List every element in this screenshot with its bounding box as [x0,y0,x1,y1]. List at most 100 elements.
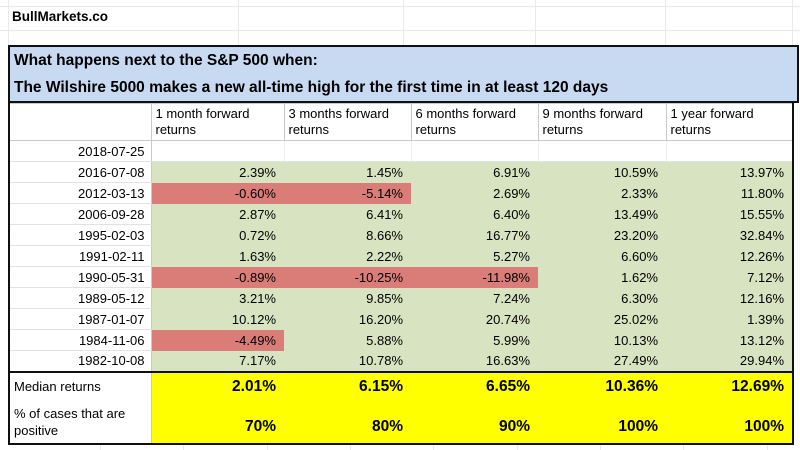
return-cell[interactable]: 2.39% [151,161,284,183]
return-cell[interactable]: 5.88% [284,329,411,351]
gridline [100,445,101,450]
return-cell[interactable]: 9.85% [284,287,411,309]
return-cell[interactable]: 6.30% [538,287,666,309]
return-cell[interactable]: 1.39% [666,308,793,330]
table-row: 1991-02-11 1.63% 2.22% 5.27% 6.60% 12.26% [9,245,793,267]
return-cell[interactable]: 0.72% [151,224,284,246]
return-cell[interactable]: 11.80% [666,182,793,204]
date-cell[interactable]: 2016-07-08 [9,161,152,183]
return-cell[interactable]: 10.78% [284,350,411,372]
return-cell[interactable]: 32.84% [666,224,793,246]
date-cell[interactable]: 1989-05-12 [9,287,152,309]
date-cell[interactable]: 2018-07-25 [9,140,152,162]
empty-cell[interactable] [284,140,412,162]
return-cell[interactable]: 2.33% [538,182,666,204]
summary-value-cell[interactable]: 70% [151,400,284,444]
return-cell[interactable]: 6.40% [411,203,538,225]
column-header[interactable]: 9 months forward returns [537,103,667,141]
return-cell[interactable]: -4.49% [151,329,284,351]
return-cell[interactable]: 16.63% [411,350,538,372]
brand-title: BullMarkets.co [12,9,109,24]
date-cell[interactable]: 2006-09-28 [9,203,152,225]
summary-value-cell[interactable]: 6.65% [411,370,538,401]
summary-value-cell[interactable]: 10.36% [538,370,666,401]
gridline [8,0,9,45]
empty-cell[interactable] [151,140,285,162]
return-cell[interactable]: 16.77% [411,224,538,246]
column-header[interactable]: 1 month forward returns [150,103,285,141]
table-row: 1989-05-12 3.21% 9.85% 7.24% 6.30% 12.16% [9,287,793,309]
empty-cell[interactable] [538,140,667,162]
return-cell[interactable]: 5.99% [411,329,538,351]
return-cell[interactable]: 7.17% [151,350,284,372]
gridline [665,0,666,45]
table-row: 1995-02-03 0.72% 8.66% 16.77% 23.20% 32.84% [9,224,793,246]
column-header[interactable]: 1 year forward returns [665,103,794,141]
return-cell[interactable]: -0.89% [151,266,284,288]
gridline [535,0,536,45]
table-row: 2012-03-13 -0.60% -5.14% 2.69% 2.33% 11.80% [9,182,793,204]
summary-value-cell[interactable]: 80% [284,400,411,444]
return-cell[interactable]: 3.21% [151,287,284,309]
return-cell[interactable]: 6.60% [538,245,666,267]
column-header[interactable]: 6 months forward returns [410,103,539,141]
summary-value-cell[interactable]: 6.15% [284,370,411,401]
date-cell[interactable]: 1982-10-08 [9,350,152,372]
return-cell[interactable]: 29.94% [666,350,793,372]
return-cell[interactable]: 15.55% [666,203,793,225]
return-cell[interactable]: 12.26% [666,245,793,267]
return-cell[interactable]: 10.59% [538,161,666,183]
return-cell[interactable]: -10.25% [284,266,411,288]
return-cell[interactable]: 6.91% [411,161,538,183]
summary-value-cell[interactable]: 12.69% [666,370,793,401]
date-cell[interactable]: 1990-05-31 [9,266,152,288]
gridline [403,0,404,45]
empty-cell[interactable] [666,140,794,162]
table-row: 1982-10-08 7.17% 10.78% 16.63% 27.49% 29.94% [9,350,793,372]
return-cell[interactable]: 10.12% [151,308,284,330]
date-cell[interactable]: 1995-02-03 [9,224,152,246]
return-cell[interactable]: 12.16% [666,287,793,309]
return-cell[interactable]: 1.45% [284,161,411,183]
return-cell[interactable]: 13.12% [666,329,793,351]
date-cell[interactable]: 1984-11-06 [9,329,152,351]
return-cell[interactable]: 1.62% [538,266,666,288]
summary-value-cell[interactable]: 100% [666,400,793,444]
return-cell[interactable]: 25.02% [538,308,666,330]
return-cell[interactable]: -0.60% [151,182,284,204]
corner-cell[interactable] [8,103,152,141]
date-cell[interactable]: 1987-01-07 [9,308,152,330]
date-cell[interactable]: 1991-02-11 [9,245,152,267]
return-cell[interactable]: 2.87% [151,203,284,225]
return-cell[interactable]: 5.27% [411,245,538,267]
return-cell[interactable]: 16.20% [284,308,411,330]
title-line-2: The Wilshire 5000 makes a new all-time h… [14,79,609,96]
return-cell[interactable]: -5.14% [284,182,411,204]
return-cell[interactable]: 2.22% [284,245,411,267]
return-cell[interactable]: 10.13% [538,329,666,351]
return-cell[interactable]: 7.24% [411,287,538,309]
return-cell[interactable]: -11.98% [411,266,538,288]
returns-table: 1 month forward returns 3 months forward … [8,103,794,445]
summary-value-cell[interactable]: 2.01% [151,370,284,401]
return-cell[interactable]: 13.49% [538,203,666,225]
return-cell[interactable]: 6.41% [284,203,411,225]
empty-cell[interactable] [411,140,539,162]
return-cell[interactable]: 1.63% [151,245,284,267]
return-cell[interactable]: 2.69% [411,182,538,204]
return-cell[interactable]: 7.12% [666,266,793,288]
return-cell[interactable]: 23.20% [538,224,666,246]
return-cell[interactable]: 20.74% [411,308,538,330]
date-cell[interactable]: 2012-03-13 [9,182,152,204]
column-header[interactable]: 3 months forward returns [283,103,412,141]
summary-value-cell[interactable]: 90% [411,400,538,444]
table-header-row: 1 month forward returns 3 months forward … [8,103,794,141]
summary-label-cell[interactable]: Median returns [9,370,152,401]
return-cell[interactable]: 13.97% [666,161,793,183]
return-cell[interactable]: 27.49% [538,350,666,372]
summary-value-cell[interactable]: 100% [538,400,666,444]
title-box: What happens next to the S&P 500 when: T… [8,45,799,103]
return-cell[interactable]: 8.66% [284,224,411,246]
summary-label-cell[interactable]: % of cases that are positive [9,400,152,444]
